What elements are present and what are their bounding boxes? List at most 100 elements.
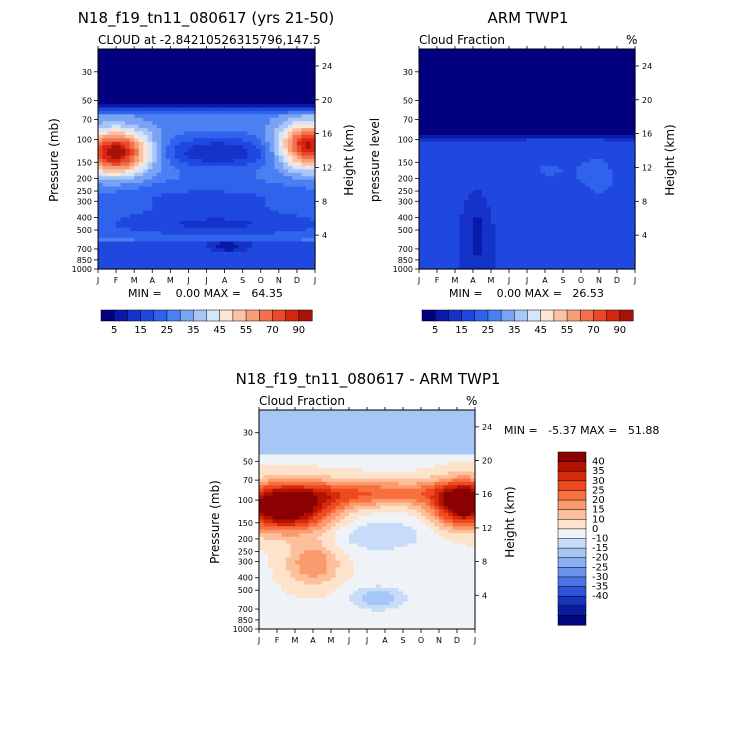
model-cell: [197, 251, 203, 256]
obs-cell: [428, 145, 434, 150]
obs-cell: [459, 93, 465, 98]
model-cell: [283, 73, 289, 78]
obs-cell: [509, 121, 515, 126]
obs-cell: [446, 104, 452, 109]
model-cell: [233, 207, 239, 212]
model-cell: [310, 141, 316, 146]
obs-cell: [446, 69, 452, 74]
model-cell: [152, 100, 158, 105]
obs-cell: [491, 73, 497, 78]
obs-cell: [468, 62, 474, 67]
model-cell: [260, 97, 266, 102]
model-cell: [301, 141, 307, 146]
model-cell: [283, 141, 289, 146]
obs-cell: [612, 69, 618, 74]
obs-cell: [495, 66, 501, 71]
obs-cell: [522, 90, 528, 95]
model-cell: [197, 234, 203, 239]
model-cell: [192, 100, 199, 105]
obs-cell: [603, 121, 609, 126]
obs-cell: [468, 176, 474, 181]
obs-cell: [590, 117, 596, 122]
model-cell: [138, 128, 144, 133]
model-cell: [233, 265, 239, 270]
obs-cell: [509, 152, 515, 157]
obs-cell: [446, 128, 452, 133]
obs-cell: [428, 83, 434, 88]
model-cell: [147, 159, 153, 164]
obs-cell: [599, 100, 605, 105]
model-cell: [206, 62, 212, 67]
model-cell: [220, 262, 226, 267]
model-cell: [301, 210, 307, 215]
model-cell: [206, 128, 212, 133]
obs-cell: [594, 162, 600, 167]
model-cell: [125, 69, 131, 74]
model-cell: [188, 262, 194, 267]
model-cell: [183, 128, 190, 133]
obs-cell: [459, 59, 465, 64]
obs-cell: [446, 93, 452, 98]
model-cell: [265, 110, 271, 115]
model-cell: [274, 134, 280, 139]
model-cell: [102, 107, 108, 112]
model-cell: [165, 224, 171, 229]
model-cell: [269, 155, 275, 160]
obs-cell: [545, 124, 551, 129]
model-cell: [111, 79, 117, 84]
obs-cell: [527, 169, 533, 174]
obs-cell: [549, 100, 555, 105]
model-cell: [102, 86, 108, 91]
model-xtick-label: J: [186, 276, 189, 285]
obs-cell: [437, 169, 443, 174]
model-cell: [161, 238, 167, 243]
model-cell: [269, 83, 275, 88]
model-cell: [287, 62, 293, 67]
model-cell: [229, 114, 235, 119]
obs-cell: [518, 138, 524, 143]
obs-cell: [612, 141, 618, 146]
model-cell: [111, 224, 117, 229]
model-cell: [138, 121, 144, 126]
obs-cell: [446, 66, 452, 71]
model-cell: [129, 100, 135, 105]
model-cell: [287, 200, 293, 205]
obs-cell: [599, 62, 605, 67]
model-cell: [165, 145, 171, 150]
model-cell: [215, 217, 221, 222]
obs-cell: [554, 69, 560, 74]
model-cell: [192, 55, 199, 60]
obs-cell: [617, 83, 623, 88]
model-cell: [220, 189, 226, 194]
model-cell: [256, 155, 262, 160]
model-cell: [147, 114, 153, 119]
obs-cell: [513, 152, 519, 157]
obs-cell: [581, 93, 587, 98]
model-ptick-label: 400: [77, 213, 92, 222]
obs-cell: [513, 55, 519, 60]
model-cell: [98, 110, 104, 115]
model-cell: [292, 169, 298, 174]
obs-cell: [603, 165, 609, 170]
model-cell: [310, 193, 316, 198]
model-cell: [251, 238, 257, 243]
model-cell: [156, 258, 162, 263]
model-cell: [215, 124, 221, 129]
obs-cell: [518, 145, 524, 150]
obs-cell: [509, 69, 515, 74]
obs-cell: [540, 90, 546, 95]
model-cell: [201, 169, 208, 174]
model-cell: [278, 121, 284, 126]
model-cell: [220, 55, 226, 60]
model-cell: [229, 183, 235, 188]
model-cell: [174, 214, 180, 219]
obs-cell: [504, 79, 510, 84]
model-cell: [134, 186, 140, 191]
model-cell: [156, 131, 162, 136]
model-cell: [269, 93, 275, 98]
model-cell: [278, 217, 284, 222]
obs-cell: [468, 141, 474, 146]
model-cell: [310, 66, 316, 71]
obs-cell: [486, 93, 492, 98]
model-cell: [165, 265, 171, 270]
